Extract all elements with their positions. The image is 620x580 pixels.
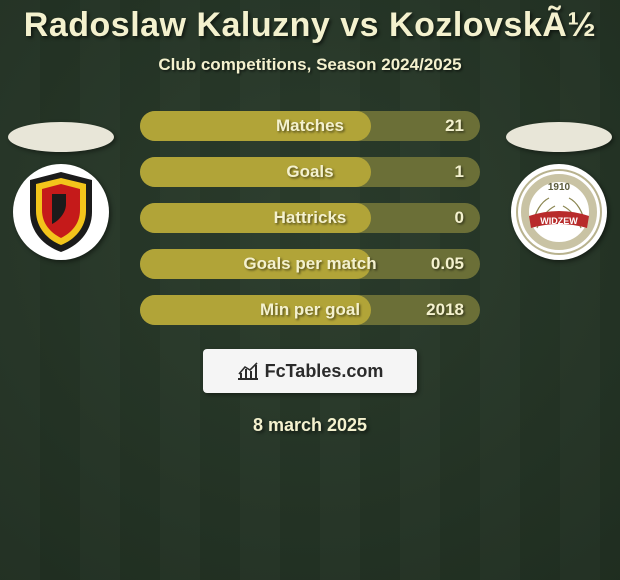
stat-label: Min per goal — [260, 300, 360, 320]
stat-value: 0 — [455, 208, 464, 228]
stat-value: 2018 — [426, 300, 464, 320]
stat-row: Hattricks 0 — [140, 203, 480, 233]
stat-row: Goals 1 — [140, 157, 480, 187]
stat-label: Hattricks — [274, 208, 347, 228]
chart-icon — [237, 362, 259, 380]
stat-label: Goals — [286, 162, 333, 182]
stat-row: Min per goal 2018 — [140, 295, 480, 325]
stat-label: Goals per match — [243, 254, 376, 274]
stat-row-fill — [140, 157, 371, 187]
date-text: 8 march 2025 — [253, 415, 367, 436]
stat-label: Matches — [276, 116, 344, 136]
stat-value: 0.05 — [431, 254, 464, 274]
stats-area: Matches 21 Goals 1 Hattricks 0 Goals per match… — [0, 111, 620, 325]
stat-value: 1 — [455, 162, 464, 182]
page-title: Radoslaw Kaluzny vs KozlovskÃ½ — [24, 6, 596, 45]
stat-row: Goals per match 0.05 — [140, 249, 480, 279]
stat-value: 21 — [445, 116, 464, 136]
subtitle: Club competitions, Season 2024/2025 — [158, 55, 461, 75]
stat-row: Matches 21 — [140, 111, 480, 141]
brand-badge: FcTables.com — [203, 349, 417, 393]
brand-text: FcTables.com — [265, 361, 384, 382]
